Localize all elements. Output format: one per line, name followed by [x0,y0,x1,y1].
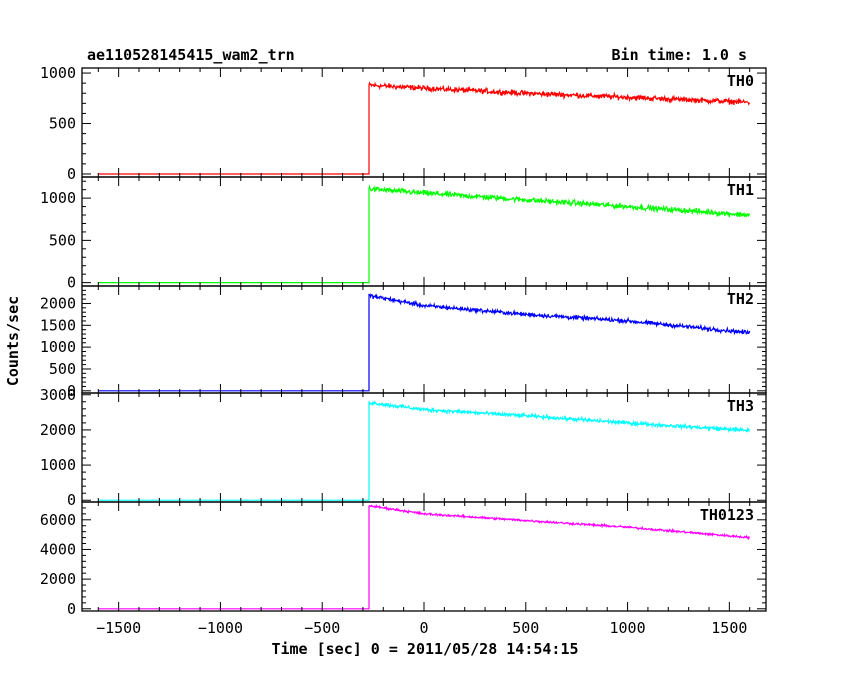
series-line-th0 [98,81,751,175]
panel-label: TH2 [727,290,754,308]
x-tick-label: −1000 [198,619,243,637]
y-tick-label: 2000 [40,570,76,588]
y-tick-label: 0 [67,600,76,618]
panel-th2: TH2 0 500 1000 1500 2000 [40,285,767,400]
y-tick-label: 0 [67,165,76,183]
y-tick-label: 2000 [40,294,76,312]
y-tick-label: 4000 [40,540,76,558]
x-tick-label: −1500 [96,619,141,637]
y-axis-label: Counts/sec [4,296,22,386]
y-tick-label: 500 [49,360,76,378]
chart-title: ae110528145415_wam2_trn [87,46,295,64]
series-line-th3 [98,400,751,501]
x-axis-label: Time [sec] 0 = 2011/05/28 14:54:15 [271,640,578,658]
x-tick-label: 1500 [711,619,747,637]
y-tick-label: 500 [49,115,76,133]
y-tick-label: 1000 [40,64,76,82]
series-line-th2 [98,293,751,392]
panel-label: TH0 [727,72,754,90]
series-line-th0123 [98,503,751,610]
panel-th0123: TH0123 0 2000 4000 6000 −1500 −1000 −500 0 500 100… [40,501,767,637]
y-tick-label: 0 [67,382,76,400]
x-tick-label: 0 [419,619,428,637]
y-tick-label: 2000 [40,421,76,439]
y-tick-label: 1000 [40,456,76,474]
panel-th3: TH3 0 1000 2000 3000 [40,386,767,509]
x-tick-label: −500 [304,619,340,637]
series-line-th1 [98,184,751,284]
panel-label: TH1 [727,181,754,199]
y-tick-label: 1500 [40,316,76,334]
bin-time-label: Bin time: 1.0 s [612,46,747,64]
panel-label: TH3 [727,397,754,415]
panels-group: TH0 0 500 1000 TH1 0 500 1000 TH2 0 500 1000 1500 200… [40,64,767,637]
x-tick-label: 500 [512,619,539,637]
y-tick-label: 6000 [40,511,76,529]
y-tick-label: 0 [67,491,76,509]
y-tick-label: 1000 [40,189,76,207]
y-tick-label: 1000 [40,338,76,356]
panel-label: TH0123 [700,506,754,524]
y-tick-label: 0 [67,274,76,292]
panel-th1: TH1 0 500 1000 [40,176,767,292]
y-tick-label: 3000 [40,386,76,404]
x-tick-label: 1000 [610,619,646,637]
y-tick-label: 500 [49,231,76,249]
